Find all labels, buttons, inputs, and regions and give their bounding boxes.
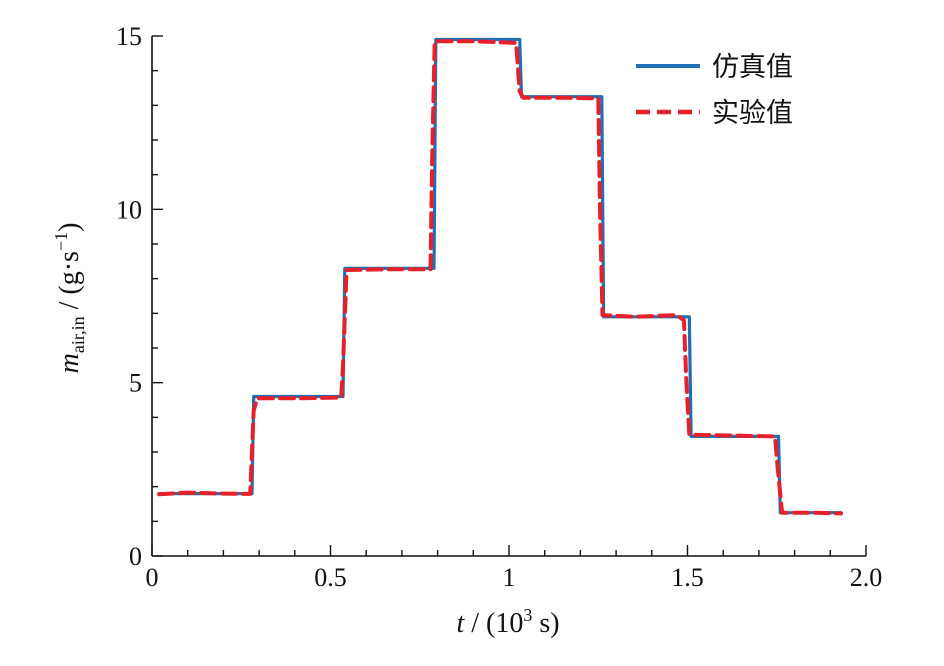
y-axis-label: mair,in / (g·s−1) [51,223,88,374]
axes: 0 0.5 1 1.5 2.0 0 5 10 15 [116,22,882,592]
y-tick-label: 15 [116,22,142,51]
x-tick-label: 0.5 [314,563,347,592]
x-tick-label: 1 [503,563,516,592]
x-tick-label: 0 [146,563,159,592]
series-line-1 [157,39,843,516]
x-axis-label: t / (103 s) [456,605,559,639]
y-tick-label: 0 [129,542,142,571]
x-tick-label: 1.5 [671,563,704,592]
series-layer [157,37,843,516]
legend-label-0: 仿真值 [712,52,793,83]
y-tick-label: 10 [116,195,142,224]
y-tick-label: 5 [129,369,142,398]
series-line-0 [157,37,843,515]
legend-label-1: 实验值 [712,98,793,129]
x-tick-label: 2.0 [850,563,883,592]
